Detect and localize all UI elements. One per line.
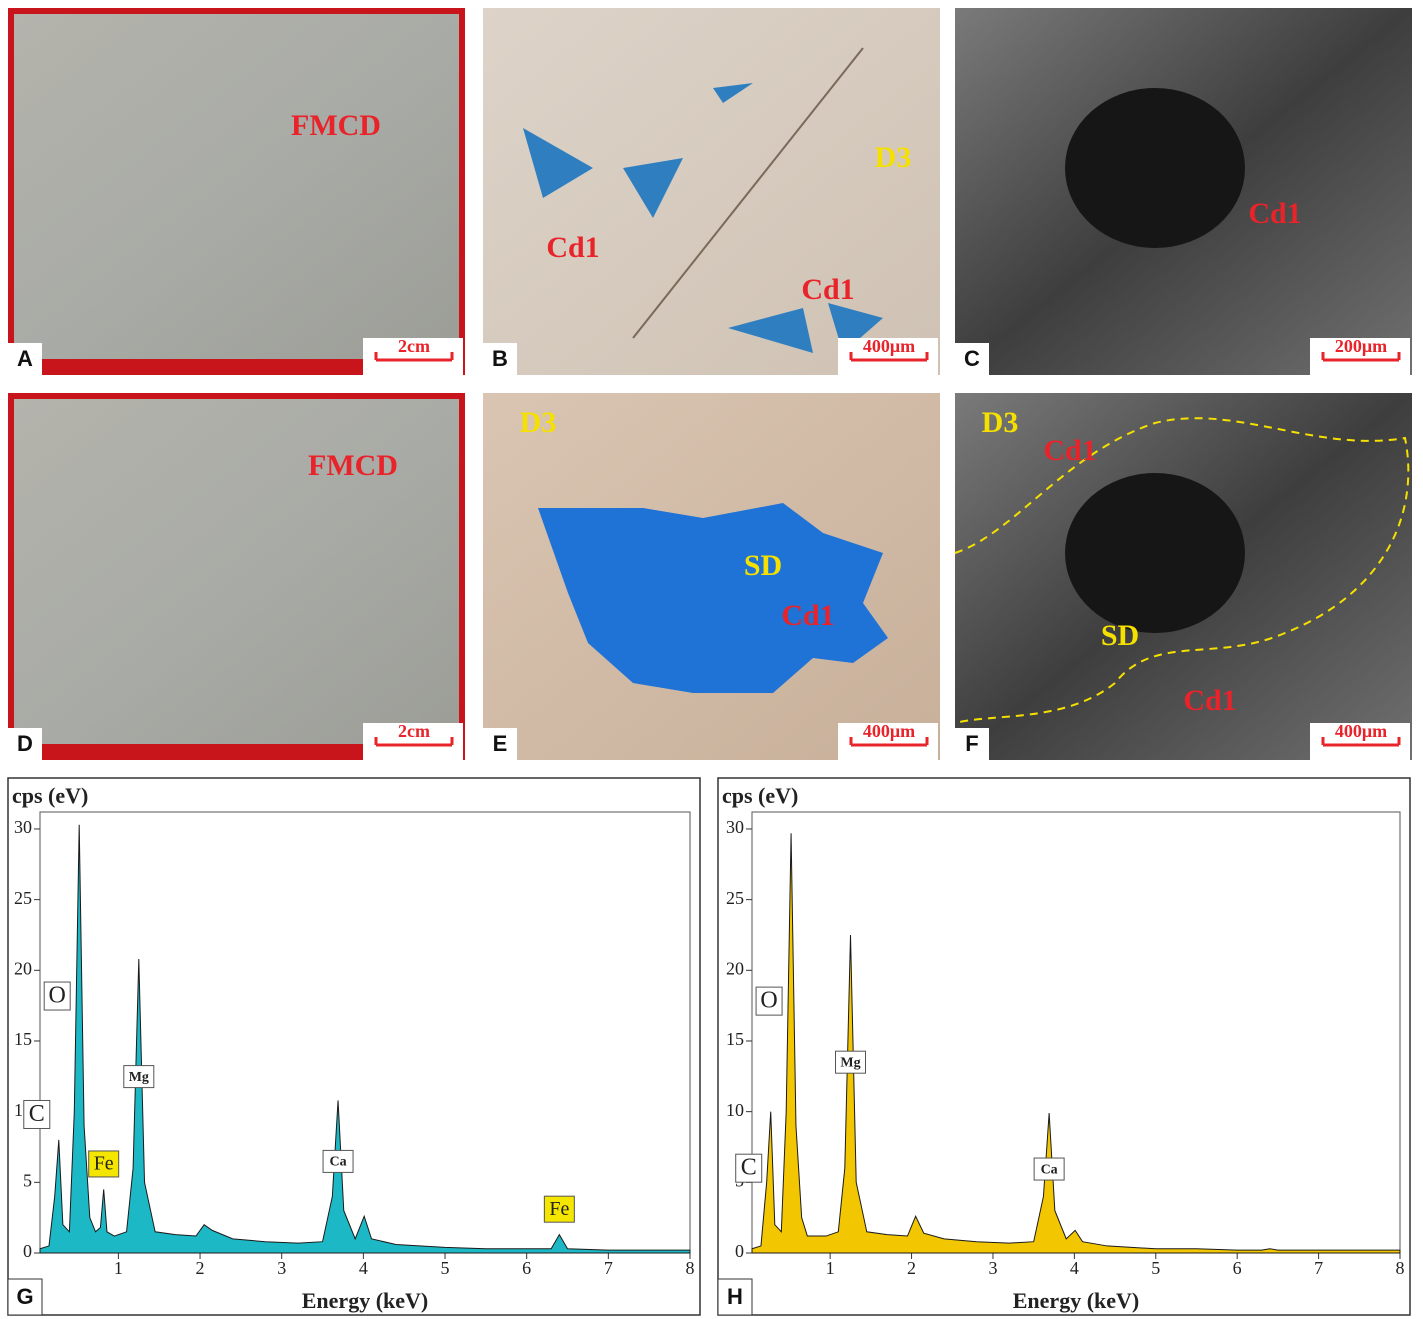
panel-label: Cd1 [781, 599, 834, 632]
y-tick-label: 5 [23, 1170, 32, 1190]
scale-label: 2cm [398, 721, 430, 741]
panel-letter: A [17, 346, 33, 371]
peak-label: C [741, 1155, 757, 1181]
y-tick-label: 20 [14, 958, 32, 978]
panel-letter: G [16, 1284, 33, 1309]
photo-panel: FMCD 2cm A [8, 8, 465, 375]
photo-panel: D3 Cd1 SD Cd1 400μm F [955, 393, 1412, 760]
cavity [1065, 473, 1245, 633]
y-tick-label: 25 [726, 888, 744, 908]
chart-title: cps (eV) [722, 783, 798, 808]
panel-label: D3 [982, 406, 1019, 439]
panel-label: FMCD [308, 449, 398, 482]
panel-label: Cd1 [1248, 197, 1301, 230]
scale-label: 400μm [863, 336, 915, 356]
scale-label: 400μm [1335, 721, 1387, 741]
photo-panel: Cd1 200μm C [955, 8, 1412, 375]
panel-letter: H [727, 1284, 743, 1309]
figure: FMCD 2cm A D3 Cd1 Cd1 400μm B Cd1 200μm C FMCD 2cm D D… [0, 0, 1423, 1319]
y-tick-label: 15 [14, 1029, 32, 1049]
y-tick-label: 25 [14, 888, 32, 908]
x-tick-label: 5 [1151, 1258, 1160, 1278]
photo-panel: FMCD 2cm D [8, 393, 465, 760]
x-tick-label: 4 [1070, 1258, 1079, 1278]
y-tick-label: 20 [726, 958, 744, 978]
panel-letter: E [493, 731, 508, 756]
y-tick-label: 30 [14, 817, 32, 837]
peak-label: Ca [1041, 1162, 1058, 1177]
panel-label: D3 [520, 406, 557, 439]
panel-letter: B [492, 346, 508, 371]
photo-panel: D3 SD Cd1 400μm E [483, 393, 940, 760]
x-tick-label: 1 [826, 1258, 835, 1278]
peak-label: Ca [329, 1155, 346, 1170]
scale-label: 2cm [398, 336, 430, 356]
panel-label: Cd1 [1043, 434, 1096, 467]
y-tick-label: 10 [726, 1100, 744, 1120]
peak-label: O [760, 988, 777, 1014]
y-tick-label: 0 [735, 1241, 744, 1261]
panel-label: Cd1 [546, 231, 599, 264]
x-tick-label: 8 [1396, 1258, 1405, 1278]
page: FMCD 2cm A D3 Cd1 Cd1 400μm B Cd1 200μm C FMCD 2cm D D… [0, 0, 1423, 1319]
peak-label: C [29, 1101, 45, 1127]
photo-panel: D3 Cd1 Cd1 400μm B [483, 8, 940, 375]
x-tick-label: 8 [686, 1258, 695, 1278]
x-tick-label: 7 [1314, 1258, 1323, 1278]
scale-label: 200μm [1335, 336, 1387, 356]
y-tick-label: 0 [23, 1241, 32, 1261]
panel-label: Cd1 [801, 273, 854, 306]
panel-label: SD [744, 549, 782, 582]
panel-label: FMCD [291, 109, 381, 142]
x-axis-label: Energy (keV) [1013, 1288, 1139, 1313]
panel-label: Cd1 [1183, 684, 1236, 717]
x-tick-label: 7 [604, 1258, 613, 1278]
peak-label: Mg [129, 1070, 149, 1085]
panel-letter: D [17, 731, 33, 756]
peak-label: O [49, 983, 66, 1009]
peak-label: Fe [94, 1153, 114, 1175]
x-tick-label: 3 [988, 1258, 997, 1278]
x-tick-label: 6 [522, 1258, 531, 1278]
chart-title: cps (eV) [12, 783, 88, 808]
peak-label: Fe [549, 1198, 569, 1220]
x-tick-label: 2 [196, 1258, 205, 1278]
panel-letter: C [964, 346, 980, 371]
x-tick-label: 4 [359, 1258, 368, 1278]
cavity [1065, 88, 1245, 248]
y-tick-label: 30 [726, 817, 744, 837]
y-tick-label: 15 [726, 1029, 744, 1049]
peak-label: Mg [840, 1055, 860, 1070]
x-tick-label: 6 [1233, 1258, 1242, 1278]
panel-letter: F [965, 731, 978, 756]
x-axis-label: Energy (keV) [302, 1288, 428, 1313]
x-tick-label: 5 [441, 1258, 450, 1278]
panel-label: SD [1101, 619, 1139, 652]
x-tick-label: 3 [277, 1258, 286, 1278]
scale-label: 400μm [863, 721, 915, 741]
panel-label: D3 [875, 141, 912, 174]
photo [14, 14, 459, 359]
x-tick-label: 2 [907, 1258, 916, 1278]
x-tick-label: 1 [114, 1258, 123, 1278]
